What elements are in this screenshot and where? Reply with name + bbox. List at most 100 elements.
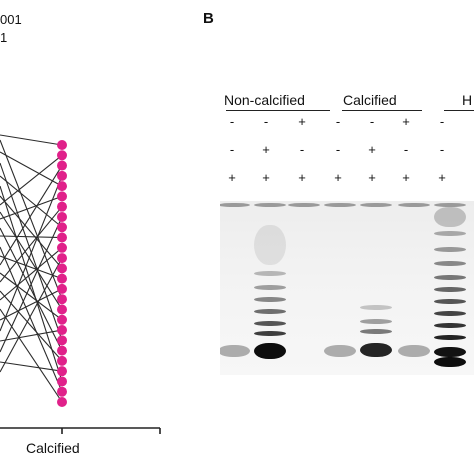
pair-line: [0, 257, 63, 373]
gel-band: [254, 321, 286, 326]
x-category-label: Calcified: [26, 440, 80, 456]
pair-line: [0, 308, 63, 403]
calcified-point: [57, 386, 67, 397]
calcified-point: [57, 222, 67, 233]
gel-band: [254, 309, 286, 314]
treatment-sign: +: [262, 142, 270, 157]
pair-line: [0, 175, 63, 228]
calcified-point: [57, 232, 67, 243]
pair-line: [0, 211, 63, 310]
pair-line: [0, 195, 63, 220]
calcified-point: [57, 253, 67, 264]
gel-band: [220, 345, 250, 357]
treatment-sign: -: [335, 142, 341, 157]
pair-line: [0, 235, 63, 239]
treatment-sign: +: [262, 170, 270, 185]
gel-band: [360, 305, 392, 310]
calcified-point: [57, 170, 67, 181]
treatment-sign: +: [228, 170, 236, 185]
gel-band: [434, 357, 466, 367]
calcified-point: [57, 211, 67, 222]
calcified-point: [57, 304, 67, 315]
group-label-h: H: [462, 92, 473, 108]
treatment-sign: -: [229, 114, 235, 129]
gel-band: [254, 285, 286, 290]
treatment-sign: -: [403, 142, 409, 157]
gel-band: [360, 329, 392, 334]
treatment-sign: -: [299, 142, 305, 157]
calcified-point: [57, 397, 67, 407]
pair-line: [0, 139, 63, 300]
calcified-point: [57, 242, 67, 253]
treatment-sign: -: [229, 142, 235, 157]
group-label-noncalcified: Non-calcified: [224, 92, 305, 108]
treatment-sign: -: [263, 114, 269, 129]
calcified-point: [57, 366, 67, 377]
gel-band: [434, 347, 466, 357]
gel-band: [324, 345, 356, 357]
pair-line: [0, 162, 63, 341]
panel-b-label: B: [203, 10, 214, 27]
gel-band: [324, 203, 356, 207]
pair-line: [0, 227, 63, 351]
gel-band: [254, 271, 286, 276]
calcified-point: [57, 191, 67, 202]
gel-band: [360, 343, 392, 357]
gel-band: [434, 287, 466, 292]
calcified-point: [57, 283, 67, 294]
pair-line: [0, 134, 63, 146]
group-underline-h: [444, 110, 474, 111]
treatment-sign: +: [368, 170, 376, 185]
pair-line: [0, 329, 63, 342]
gel-band: [254, 203, 286, 207]
pair-line: [0, 185, 63, 382]
gel-band: [434, 275, 466, 280]
calcified-point: [57, 201, 67, 212]
pair-line: [0, 154, 63, 206]
treatment-sign: -: [335, 114, 341, 129]
gel-band: [254, 343, 286, 359]
stat-line-1: 001: [0, 12, 22, 27]
gel-band: [434, 323, 466, 328]
stat-line-2: 1: [0, 30, 8, 45]
gel-band: [434, 311, 466, 316]
calcified-point: [57, 345, 67, 356]
panel-a-plot: [0, 134, 161, 434]
gel-image: [220, 201, 474, 375]
gel-band: [398, 203, 430, 207]
calcified-point: [57, 355, 67, 366]
treatment-sign: +: [402, 170, 410, 185]
calcified-point: [57, 273, 67, 284]
calcified-point: [57, 150, 67, 161]
gel-band: [254, 225, 286, 265]
pair-line: [0, 255, 63, 280]
gel-band: [288, 203, 320, 207]
gel-band: [360, 203, 392, 207]
treatment-sign: +: [298, 114, 306, 129]
gel-band: [434, 207, 466, 227]
calcified-point: [57, 314, 67, 325]
gel-lane: [324, 201, 356, 375]
pair-line: [0, 206, 63, 283]
gel-band: [434, 203, 466, 207]
pair-lines: [0, 134, 63, 403]
group-underline-noncalcified: [226, 110, 330, 111]
treatment-sign: -: [439, 114, 445, 129]
treatment-sign: +: [298, 170, 306, 185]
gel-lane: [434, 201, 466, 375]
calcified-point: [57, 263, 67, 274]
gel-band: [254, 331, 286, 336]
gel-lane: [360, 201, 392, 375]
calcified-point: [57, 160, 67, 171]
gel-band: [398, 345, 430, 357]
calcified-point: [57, 140, 67, 150]
gel-lane: [288, 201, 320, 375]
pair-line: [0, 151, 63, 187]
treatment-sign: +: [334, 170, 342, 185]
calcified-point: [57, 335, 67, 346]
gel-band: [434, 261, 466, 266]
treatment-sign: +: [438, 170, 446, 185]
group-label-calcified: Calcified: [343, 92, 397, 108]
gel-band: [360, 319, 392, 324]
treatment-sign: +: [402, 114, 410, 129]
